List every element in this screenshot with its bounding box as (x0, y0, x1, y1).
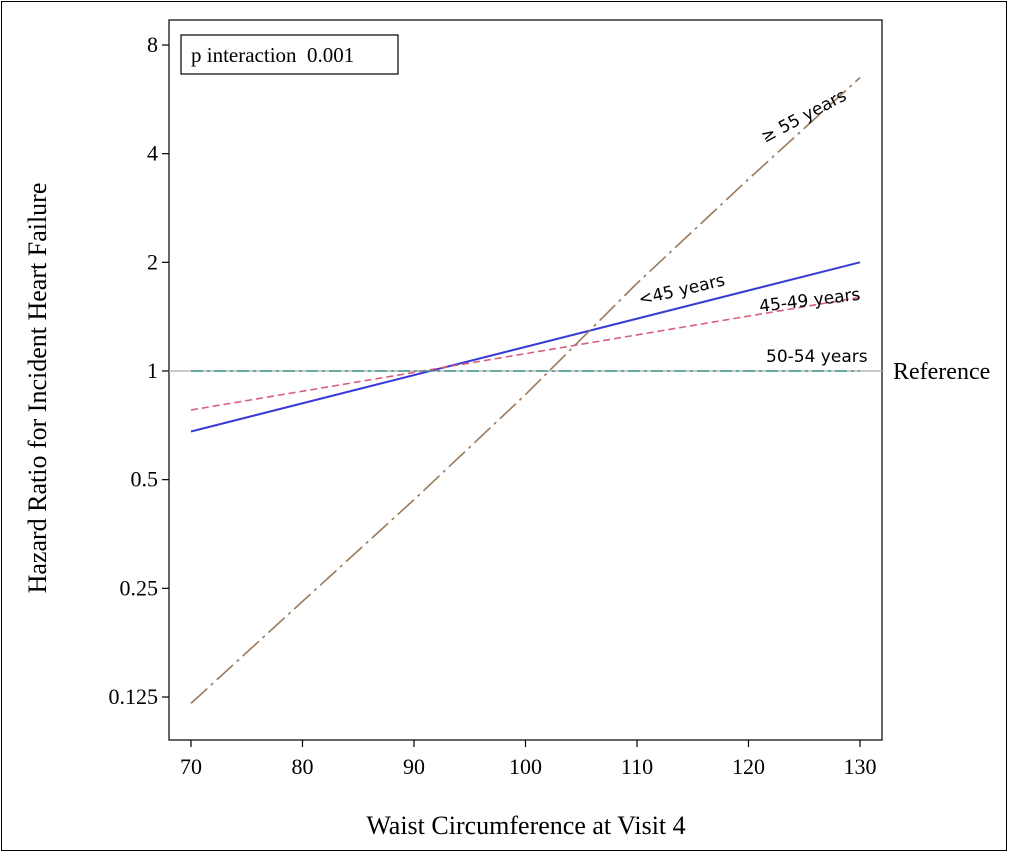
series-label-3: 50-54 years (766, 347, 868, 367)
x-tick-label: 90 (403, 754, 425, 779)
series-line-4 (190, 77, 861, 704)
series-group (190, 77, 861, 704)
axes: 0.125 0.25 0.5 1 2 4 8 70 80 90 100 110 120 130 (109, 19, 883, 779)
y-tick-label: 0.25 (120, 575, 159, 600)
y-tick-label: 0.5 (131, 467, 159, 492)
y-tick-label: 0.125 (109, 684, 159, 709)
series-label-2: 45-49 years (758, 285, 861, 317)
x-tick-label: 110 (621, 754, 653, 779)
x-tick-label: 80 (292, 754, 314, 779)
annotation-text: p interaction 0.001 (191, 43, 354, 67)
x-tick-label: 100 (509, 754, 542, 779)
x-tick-label: 130 (844, 754, 877, 779)
y-tick-label: 8 (147, 32, 158, 57)
series-label-1: <45 years (637, 271, 727, 310)
y-tick-label: 2 (147, 249, 158, 274)
series-line-1 (190, 261, 861, 433)
y-axis-title: Hazard Ratio for Incident Heart Failure (23, 183, 52, 594)
series-label-4: ≥ 55 years (758, 86, 850, 148)
annotation-box (180, 34, 399, 75)
y-tick-label: 4 (147, 141, 158, 166)
y-tick-label: 1 (147, 358, 158, 383)
x-tick-label: 120 (732, 754, 765, 779)
reference-label: Reference (893, 359, 990, 385)
x-axis-title: Waist Circumference at Visit 4 (366, 811, 685, 840)
x-tick-label: 70 (180, 754, 202, 779)
series-labels: <45 years 45-49 years 50-54 years ≥ 55 year… (637, 86, 868, 367)
series-line-2 (190, 296, 861, 411)
